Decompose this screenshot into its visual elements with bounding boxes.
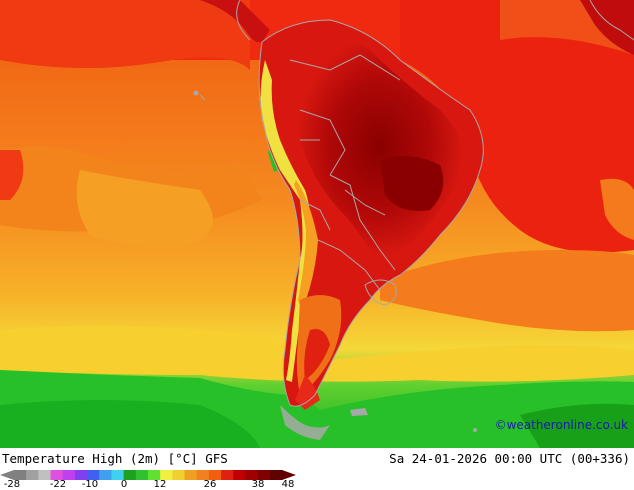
legend-swatch — [26, 470, 39, 480]
country-borders — [199, 0, 634, 407]
legend-swatch — [38, 470, 52, 480]
legend-swatch — [184, 470, 198, 480]
legend-tick-label: 0 — [120, 479, 128, 490]
map-title: Temperature High (2m) [°C] GFS — [2, 451, 228, 466]
legend-swatch — [148, 470, 161, 480]
legend-swatch — [62, 470, 76, 480]
credit-link[interactable]: ©weatheronline.co.uk — [494, 418, 628, 432]
legend-swatch — [50, 470, 64, 480]
andes-green-spot — [268, 150, 278, 172]
legend-swatch — [99, 470, 112, 480]
legend-swatch — [111, 470, 125, 480]
tierra-del-fuego-islands — [280, 405, 330, 440]
south-georgia-island — [473, 428, 477, 432]
africa-edge-heat — [580, 0, 634, 55]
legend-arrow-left — [0, 470, 14, 480]
legend-tick-label: 48 — [281, 479, 295, 490]
atlantic-orange-patch — [600, 178, 634, 240]
valid-time: Sa 24-01-2026 00:00 UTC (00+336) — [389, 451, 630, 466]
subpolar-yellow-band — [0, 326, 634, 382]
southeast-deep-green — [520, 403, 634, 448]
legend-swatch — [196, 470, 210, 480]
tierra-del-fuego-warm — [295, 375, 320, 410]
brazil-core-heat — [380, 156, 444, 211]
pacific-west-red — [0, 150, 24, 200]
legend-tick-label: -28 — [3, 479, 21, 490]
pacific-amber-patch — [76, 170, 213, 247]
north-pacific-warm — [0, 0, 250, 70]
galapagos-islands — [193, 90, 199, 96]
central-america — [200, 0, 270, 43]
legend-swatch — [208, 470, 222, 480]
andes-cool-ridge — [260, 60, 311, 382]
patagonia-hot-patch — [304, 329, 330, 380]
legend-arrow-right — [282, 470, 296, 480]
legend-swatch — [257, 470, 271, 480]
legend-tick-label: 38 — [251, 479, 265, 490]
legend-swatch — [160, 470, 173, 480]
legend-swatch — [74, 470, 88, 480]
legend-tick-label: 26 — [203, 479, 217, 490]
legend-swatch — [14, 470, 27, 480]
legend-swatch — [221, 470, 234, 480]
legend-swatch — [245, 470, 259, 480]
legend-tick-label: -22 — [49, 479, 67, 490]
legend-swatch — [269, 470, 283, 480]
south-atlantic-orange — [380, 250, 634, 332]
atlantic-hot — [400, 0, 634, 253]
legend-tick-label: 12 — [153, 479, 167, 490]
map-footer: ©weatheronline.co.uk Temperature High (2… — [0, 418, 634, 490]
legend-swatch — [172, 470, 186, 480]
legend-swatch — [87, 470, 100, 480]
falkland-islands — [350, 408, 368, 416]
legend-swatch — [233, 470, 246, 480]
southern-deep-green — [0, 400, 260, 448]
color-legend — [0, 470, 296, 480]
andes-orange-slope — [294, 180, 318, 305]
temperature-map — [0, 0, 634, 448]
legend-swatch — [123, 470, 137, 480]
legend-swatch — [135, 470, 149, 480]
legend-tick-label: -10 — [81, 479, 99, 490]
